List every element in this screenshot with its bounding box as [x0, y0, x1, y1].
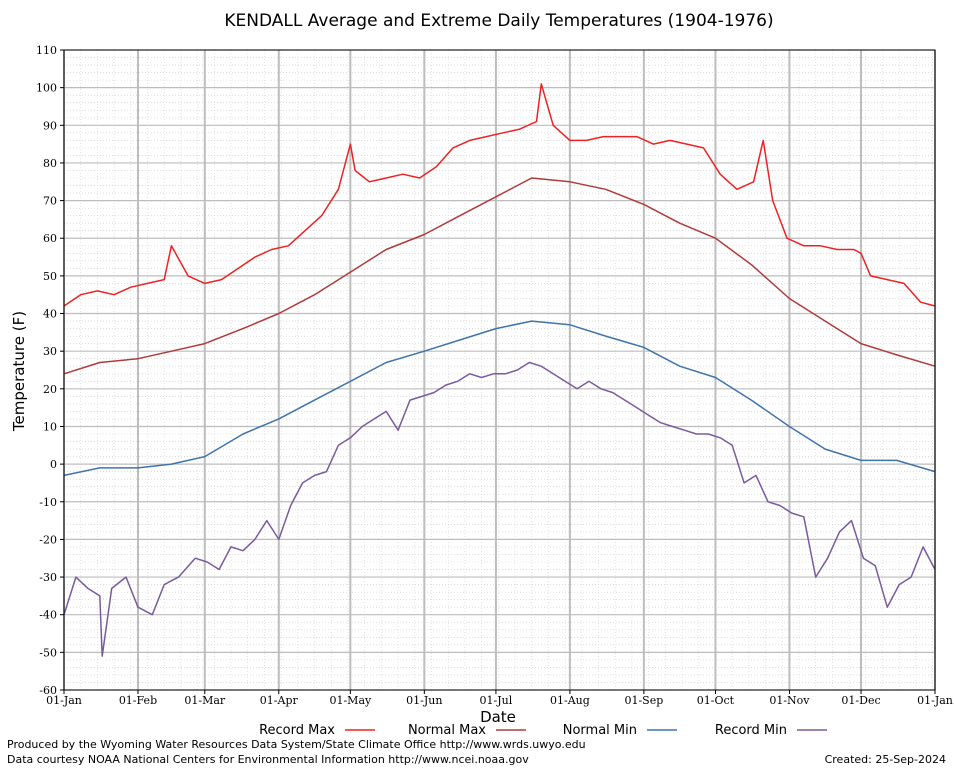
footer-data-courtesy: Data courtesy NOAA National Centers for …: [7, 753, 529, 766]
y-tick-label: 110: [36, 44, 57, 57]
x-axis-label: Date: [480, 708, 516, 726]
y-tick-label: 80: [43, 157, 57, 170]
legend-item: Normal Min: [563, 723, 677, 738]
series-line-normal-min: [63, 320, 936, 477]
y-tick-label: 50: [43, 270, 57, 283]
x-tick-label: 01-Nov: [769, 694, 810, 707]
y-tick-label: 60: [43, 232, 57, 245]
y-tick-label: -40: [39, 609, 57, 622]
y-tick-label: 20: [43, 383, 57, 396]
x-tick-label: 01-Apr: [260, 694, 299, 707]
y-tick-label: -20: [39, 533, 57, 546]
y-tick-label: -60: [39, 684, 57, 697]
legend-label: Record Max: [259, 723, 335, 738]
grid: [63, 49, 936, 691]
footer-created-date: Created: 25-Sep-2024: [824, 753, 946, 766]
x-tick-label: 01-Mar: [184, 694, 226, 707]
chart-title: KENDALL Average and Extreme Daily Temper…: [224, 11, 773, 31]
y-tick-label: 10: [43, 420, 57, 433]
x-tick-label: 01-Sep: [624, 694, 663, 707]
legend-label: Normal Min: [563, 723, 637, 738]
x-tick-label: 01-Jul: [480, 694, 513, 707]
legend-item: Record Max: [259, 723, 375, 738]
y-tick-label: 40: [43, 308, 57, 321]
x-tick-label: 01-Jan: [46, 694, 82, 707]
y-tick-label: 70: [43, 195, 57, 208]
x-tick-label: 01-Jun: [406, 694, 442, 707]
y-tick-label: -50: [39, 646, 57, 659]
y-tick-label: 100: [36, 82, 57, 95]
series-line-normal-max: [63, 177, 936, 375]
legend-label: Normal Max: [408, 723, 486, 738]
series-line-record-max: [63, 83, 936, 307]
legend-item: Record Min: [715, 723, 827, 738]
series-line-record-min: [63, 361, 936, 657]
series-layer: [63, 83, 936, 657]
x-axis: 01-Jan 01-Feb 01-Mar 01-Apr 01-May 01-Jun 01-J…: [46, 690, 953, 707]
x-tick-label: 01-May: [329, 694, 372, 707]
y-tick-label: 90: [43, 119, 57, 132]
y-axis-label: Temperature (F): [10, 311, 28, 432]
y-tick-label: 30: [43, 345, 57, 358]
x-tick-label: 01-Feb: [119, 694, 157, 707]
y-tick-label: 0: [50, 458, 57, 471]
x-tick-label: 01-Jan: [917, 694, 953, 707]
y-axis: -60 -50 -40 -30 -20 -10 0 10 20 30 40 50 60 70 80 90 100…: [36, 44, 64, 697]
x-tick-label: 01-Aug: [550, 694, 590, 707]
legend-item: Normal Max: [408, 723, 526, 738]
legend: Record Max Normal Max Normal Min Record Min: [259, 723, 827, 738]
x-tick-label: 01-Oct: [697, 694, 735, 707]
plot-frame: [63, 49, 936, 691]
y-tick-label: -30: [39, 571, 57, 584]
y-tick-label: -10: [39, 496, 57, 509]
legend-label: Record Min: [715, 723, 787, 738]
footer-produced-by: Produced by the Wyoming Water Resources …: [7, 738, 586, 751]
x-tick-label: 01-Dec: [841, 694, 880, 707]
